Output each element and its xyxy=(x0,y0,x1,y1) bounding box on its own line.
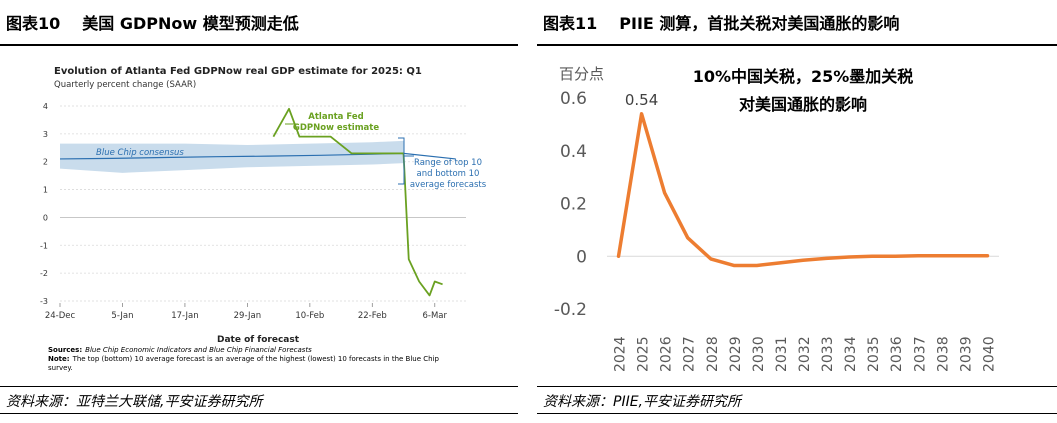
tariff-x-tick-label: 2033 xyxy=(820,336,836,372)
blue-chip-consensus-label: Blue Chip consensus xyxy=(96,148,184,158)
tariff-series xyxy=(616,112,990,268)
left-figure: 图表10 美国 GDPNow 模型预测走低 Evolution of Atlant… xyxy=(0,0,518,423)
tariff-y-tick-label: 0 xyxy=(576,247,587,267)
gdpnow-y-tick-label: 0 xyxy=(43,213,48,222)
right-figure-source: 资料来源：PIIE,平安证券研究所 xyxy=(543,394,741,410)
tariff-y-tick-label: 0.6 xyxy=(560,89,587,109)
right-figure-title: 图表11 PIIE 测算，首批关税对美国通胀的影响 xyxy=(543,10,899,34)
tariff-inflation-line xyxy=(616,112,990,268)
blue-chip-label: Blue Chip consensus xyxy=(96,148,184,158)
tariff-y-tick-label: 0.4 xyxy=(560,142,587,162)
range-label-line-1: Range of top 10 xyxy=(414,158,482,168)
gdpnow-label-line-2: GDPNow estimate xyxy=(293,123,379,133)
gdpnow-x-tick-label: 5-Jan xyxy=(111,311,133,321)
tariff-x-tick-label: 2028 xyxy=(705,336,721,372)
left-figure-title: 图表10 美国 GDPNow 模型预测走低 xyxy=(6,10,299,34)
gdpnow-gridlines xyxy=(60,105,466,302)
left-figure-header: 图表10 美国 GDPNow 模型预测走低 xyxy=(0,0,518,46)
gdpnow-y-tick-label: -1 xyxy=(40,241,48,250)
right-figure-footer: 资料来源：PIIE,平安证券研究所 xyxy=(537,386,1057,414)
gdpnow-y-tick-label: 1 xyxy=(43,186,48,195)
gdpnow-x-tick-labels: 24-Dec 5-Jan 17-Jan 29-Jan 10-Feb 22-Feb 6-Mar xyxy=(45,303,448,321)
tariff-y-tick-label: 0.2 xyxy=(560,195,587,215)
gdpnow-y-tick-label: -3 xyxy=(40,297,48,306)
tariff-x-tick-label: 2026 xyxy=(659,336,675,372)
note-text: The top (bottom) 10 average forecast is … xyxy=(72,355,440,363)
gdpnow-x-tick-label: 24-Dec xyxy=(45,311,76,321)
left-figure-footer: 资料来源：亚特兰大联储,平安证券研究所 xyxy=(0,386,518,414)
gdpnow-x-tick-label: 10-Feb xyxy=(295,311,324,321)
tariff-x-tick-label: 2037 xyxy=(912,336,928,372)
tariff-annotations: 0.54 xyxy=(625,91,658,109)
gdpnow-x-tick-label: 6-Mar xyxy=(423,311,448,321)
right-figure-header: 图表11 PIIE 测算，首批关税对美国通胀的影响 xyxy=(537,0,1057,46)
gdpnow-estimate-line xyxy=(272,107,443,297)
gdpnow-y-tick-labels: 4 3 2 1 0 -1 -2 -3 xyxy=(40,102,48,306)
tariff-chart-subtitle: 对美国通胀的影响 xyxy=(739,95,867,114)
tariff-y-unit-label: 百分点 xyxy=(559,65,604,83)
gdpnow-note-line-2: survey. xyxy=(48,364,73,372)
gdpnow-x-tick-label: 22-Feb xyxy=(358,311,387,321)
gdpnow-y-tick-label: 3 xyxy=(43,130,48,139)
gdpnow-chart-title: Evolution of Atlanta Fed GDPNow real GDP… xyxy=(54,66,422,77)
range-band-label: Range of top 10 and bottom 10 average fo… xyxy=(398,137,487,190)
range-band-bracket xyxy=(398,137,405,185)
gdpnow-label-line-1: Atlanta Fed xyxy=(308,112,363,122)
tariff-y-tick-label: -0.2 xyxy=(554,300,587,320)
sources-label: Sources: xyxy=(48,346,82,354)
tariff-x-tick-label: 2024 xyxy=(613,336,629,372)
tariff-peak-data-label: 0.54 xyxy=(625,91,658,109)
tariff-x-tick-labels: 2024 2025 2026 2027 2028 2029 2030 2031 2032 2033… xyxy=(613,336,998,372)
tariff-x-tick-label: 2035 xyxy=(866,336,882,372)
gdpnow-chart-subtitle: Quarterly percent change (SAAR) xyxy=(54,80,196,90)
gdpnow-y-tick-label: -2 xyxy=(40,269,48,278)
gdpnow-note: Note: The top (bottom) 10 average forecas… xyxy=(48,355,440,363)
tariff-x-tick-label: 2031 xyxy=(774,336,790,372)
note-label: Note: xyxy=(48,355,70,363)
left-figure-title-text: 美国 GDPNow 模型预测走低 xyxy=(82,14,299,33)
gdpnow-chart: Evolution of Atlanta Fed GDPNow real GDP… xyxy=(40,66,487,372)
left-figure-source: 资料来源：亚特兰大联储,平安证券研究所 xyxy=(6,394,263,410)
tariff-x-tick-label: 2029 xyxy=(728,336,744,372)
tariff-y-tick-labels: 0.6 0.4 0.2 0 -0.2 xyxy=(554,89,587,320)
gdpnow-y-tick-label: 4 xyxy=(43,102,48,111)
tariff-x-tick-label: 2034 xyxy=(843,336,859,372)
range-label-line-2: and bottom 10 xyxy=(417,169,480,179)
tariff-x-tick-label: 2025 xyxy=(636,336,652,372)
tariff-x-tick-label: 2032 xyxy=(797,336,813,372)
tariff-x-tick-label: 2039 xyxy=(958,336,974,372)
tariff-chart-title: 10%中国关税，25%墨加关税 xyxy=(693,67,914,86)
right-figure-title-text: PIIE 测算，首批关税对美国通胀的影响 xyxy=(619,14,900,33)
tariff-x-tick-label: 2038 xyxy=(935,336,951,372)
right-figure: 图表11 PIIE 测算，首批关税对美国通胀的影响 百分点 10%中国关税，25%… xyxy=(537,0,1057,423)
range-label-line-3: average forecasts xyxy=(410,180,487,190)
tariff-x-tick-label: 2027 xyxy=(682,336,698,372)
sources-text: Blue Chip Economic Indicators and Blue C… xyxy=(85,346,312,354)
tariff-x-tick-label: 2036 xyxy=(889,336,905,372)
gdpnow-x-tick-label: 17-Jan xyxy=(171,311,198,321)
gdpnow-sources: Sources: Blue Chip Economic Indicators an… xyxy=(48,346,312,354)
gdpnow-x-tick-label: 29-Jan xyxy=(234,311,261,321)
tariff-x-tick-label: 2040 xyxy=(981,336,997,372)
right-figure-number: 图表11 xyxy=(543,14,598,33)
tariff-inflation-chart: 百分点 10%中国关税，25%墨加关税 对美国通胀的影响 0.6 0.4 0.2 0 -… xyxy=(554,65,999,372)
left-figure-number: 图表10 xyxy=(6,14,61,33)
gdpnow-y-tick-label: 2 xyxy=(43,158,48,167)
gdpnow-x-axis-label: Date of forecast xyxy=(217,335,300,345)
gdpnow-series xyxy=(59,107,456,297)
gdpnow-series-label: Atlanta Fed GDPNow estimate xyxy=(285,112,379,133)
tariff-x-tick-label: 2030 xyxy=(751,336,767,372)
